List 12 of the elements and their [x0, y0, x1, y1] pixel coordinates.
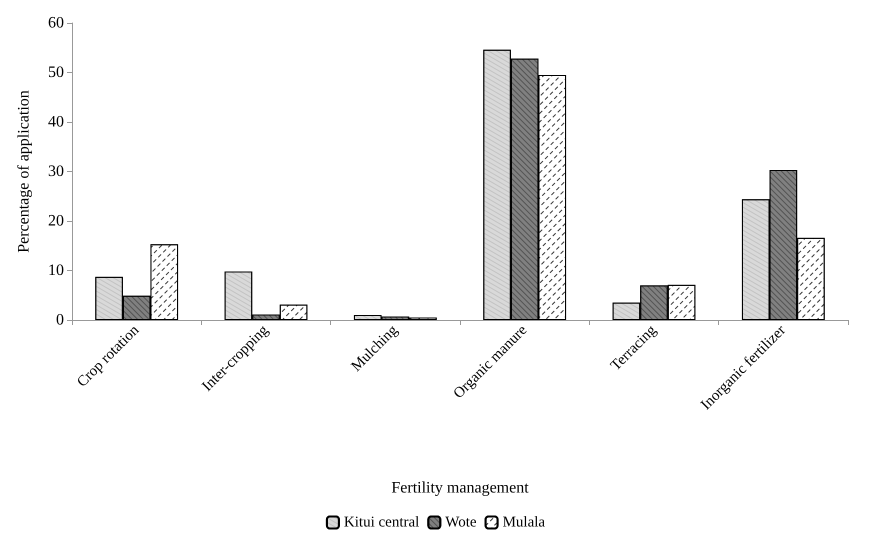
y-tick-label: 60 [48, 14, 64, 32]
y-axis-title: Percentage of application [16, 90, 32, 253]
legend-label: Wote [445, 514, 477, 530]
y-tick-label: 50 [48, 64, 64, 81]
x-axis-title: Fertility management [391, 480, 530, 496]
y-tick-label: 10 [48, 262, 64, 279]
legend-label: Mulala [502, 514, 546, 530]
y-tick-label: 30 [48, 163, 64, 180]
y-tick-label: 20 [48, 212, 64, 230]
y-tick-label: 0 [56, 312, 64, 328]
legend-label: Kitui central [344, 514, 420, 530]
y-tick-label: 40 [48, 114, 64, 130]
